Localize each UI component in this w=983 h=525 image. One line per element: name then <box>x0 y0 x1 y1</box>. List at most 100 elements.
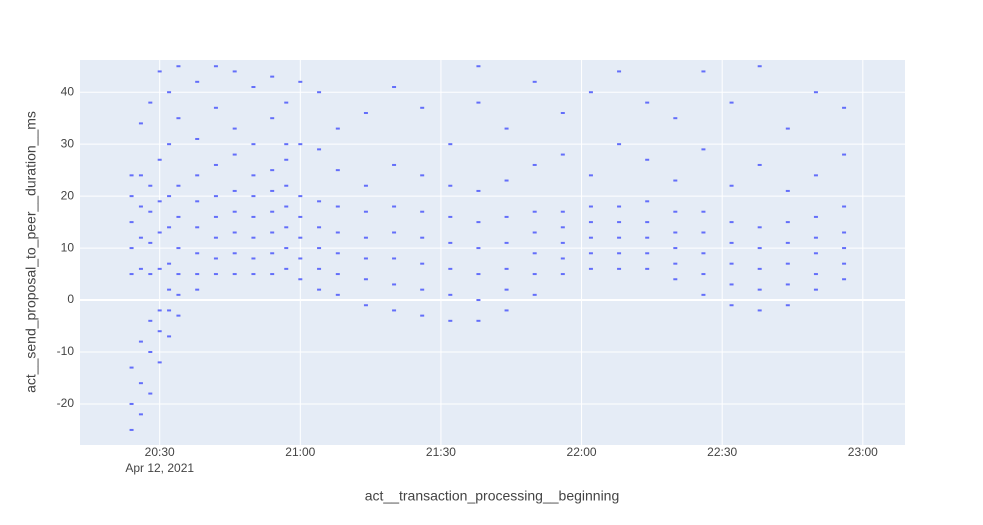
point <box>195 226 200 229</box>
point <box>213 195 218 198</box>
point <box>251 273 256 276</box>
y-axis-title: act__send_proposal_to_peer__duration__ms <box>23 111 39 393</box>
point <box>335 127 340 130</box>
point <box>842 278 847 281</box>
point <box>138 413 143 416</box>
point <box>673 262 678 265</box>
point <box>195 273 200 276</box>
point <box>757 247 762 250</box>
point <box>673 278 678 281</box>
point <box>270 252 275 255</box>
point <box>284 184 289 187</box>
point <box>813 273 818 276</box>
point <box>476 65 481 68</box>
point <box>317 288 322 291</box>
point <box>645 158 650 161</box>
point <box>213 257 218 260</box>
point <box>195 252 200 255</box>
point <box>645 252 650 255</box>
point <box>757 65 762 68</box>
point <box>129 428 134 431</box>
point <box>645 221 650 224</box>
point <box>298 195 303 198</box>
point <box>532 252 537 255</box>
point <box>157 70 162 73</box>
point <box>701 252 706 255</box>
point <box>167 143 172 146</box>
x-tick-label: 21:30 <box>426 445 456 459</box>
point <box>701 148 706 151</box>
point <box>785 262 790 265</box>
point <box>673 247 678 250</box>
point <box>504 309 509 312</box>
point <box>317 148 322 151</box>
point <box>176 273 181 276</box>
y-tick-label: 30 <box>61 136 75 150</box>
point <box>157 158 162 161</box>
point <box>129 195 134 198</box>
point <box>284 226 289 229</box>
point <box>392 86 397 89</box>
point <box>448 293 453 296</box>
point <box>617 143 622 146</box>
point <box>284 101 289 104</box>
point <box>232 210 237 213</box>
point <box>363 184 368 187</box>
point <box>232 189 237 192</box>
point <box>560 226 565 229</box>
point <box>476 189 481 192</box>
point <box>317 226 322 229</box>
point <box>270 210 275 213</box>
point <box>842 231 847 234</box>
point <box>148 241 153 244</box>
point <box>532 231 537 234</box>
point <box>251 195 256 198</box>
point <box>213 106 218 109</box>
point <box>617 252 622 255</box>
point <box>392 257 397 260</box>
x-date-label: Apr 12, 2021 <box>125 461 194 475</box>
point <box>785 127 790 130</box>
point <box>317 91 322 94</box>
point <box>284 205 289 208</box>
point <box>167 288 172 291</box>
point <box>504 127 509 130</box>
point <box>588 252 593 255</box>
point <box>167 309 172 312</box>
point <box>176 215 181 218</box>
point <box>757 288 762 291</box>
point <box>476 273 481 276</box>
point <box>504 267 509 270</box>
point <box>729 221 734 224</box>
point <box>335 273 340 276</box>
point <box>420 174 425 177</box>
point <box>270 273 275 276</box>
point <box>195 288 200 291</box>
point <box>588 205 593 208</box>
point <box>317 247 322 250</box>
point <box>176 293 181 296</box>
point <box>785 283 790 286</box>
point <box>195 80 200 83</box>
point <box>167 262 172 265</box>
point <box>232 127 237 130</box>
point <box>138 205 143 208</box>
y-tick-label: 40 <box>61 84 75 98</box>
point <box>251 215 256 218</box>
point <box>176 247 181 250</box>
point <box>392 205 397 208</box>
point <box>138 340 143 343</box>
point <box>298 215 303 218</box>
point <box>420 106 425 109</box>
point <box>673 231 678 234</box>
x-axis-title: act__transaction_processing__beginning <box>365 488 620 504</box>
point <box>232 273 237 276</box>
x-tick-label: 23:00 <box>848 445 878 459</box>
point <box>532 210 537 213</box>
point <box>617 267 622 270</box>
point <box>298 257 303 260</box>
point <box>270 117 275 120</box>
point <box>363 111 368 114</box>
point <box>392 163 397 166</box>
